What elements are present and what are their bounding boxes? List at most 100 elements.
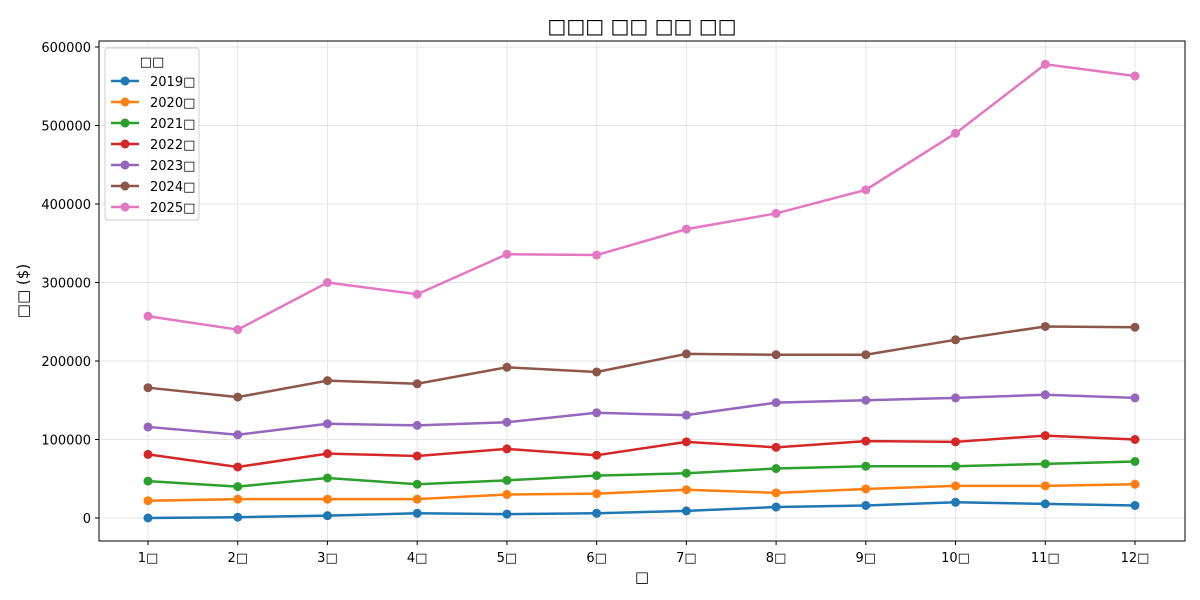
data-point (861, 436, 871, 446)
series-2024□ (143, 321, 1140, 402)
data-point (502, 489, 512, 499)
data-point (1130, 500, 1140, 510)
data-point (771, 350, 781, 360)
x-tick-label: 2□ (227, 551, 248, 566)
data-point (861, 461, 871, 471)
data-point (592, 450, 602, 460)
data-point (143, 513, 153, 523)
data-point (592, 250, 602, 260)
data-point (502, 249, 512, 259)
data-point (951, 497, 961, 507)
data-point (143, 383, 153, 393)
legend-item: 2025□ (111, 201, 195, 216)
data-point (681, 437, 691, 447)
data-point (322, 419, 332, 429)
y-axis-label: □□ ($) (14, 264, 32, 318)
data-point (681, 410, 691, 420)
data-point (681, 506, 691, 516)
data-point (322, 376, 332, 386)
data-point (1040, 481, 1050, 491)
series-2019□ (143, 497, 1140, 523)
x-tick-label: 5□ (497, 551, 518, 566)
series-2021□ (143, 456, 1140, 492)
data-point (771, 398, 781, 408)
legend-item: 2020□ (111, 96, 195, 111)
y-tick-label: 400000 (41, 198, 91, 213)
series-2025□ (143, 59, 1140, 335)
data-point (412, 508, 422, 518)
data-point (592, 408, 602, 418)
data-point (1040, 390, 1050, 400)
x-axis-label: □ (635, 568, 649, 586)
data-point (502, 475, 512, 485)
y-tick-label: 500000 (41, 120, 91, 135)
data-point (233, 325, 243, 335)
data-point (771, 488, 781, 498)
x-tick-label: 4□ (407, 551, 428, 566)
x-axis-ticks: 1□ 2□ 3□ 4□ 5□ 6□ 7□ 8□ 9□ 10□ 11□ 12□ (138, 541, 1149, 566)
data-point (322, 511, 332, 521)
series-2022□ (143, 431, 1140, 472)
data-point (951, 481, 961, 491)
data-point (322, 449, 332, 459)
data-point (1130, 322, 1140, 332)
data-point (322, 494, 332, 504)
series-lines (143, 59, 1140, 523)
data-point (412, 494, 422, 504)
data-point (412, 420, 422, 430)
svg-text:2024□: 2024□ (150, 180, 195, 195)
data-point (861, 395, 871, 405)
data-point (502, 444, 512, 454)
svg-text:2025□: 2025□ (150, 201, 195, 216)
y-axis-ticks: 0 100000 200000 300000 400000 500000 600000 (41, 41, 99, 527)
x-tick-label: 6□ (586, 551, 607, 566)
data-point (861, 350, 871, 360)
data-point (861, 185, 871, 195)
data-point (1130, 456, 1140, 466)
data-point (861, 500, 871, 510)
data-point (1040, 431, 1050, 441)
legend-title: □□ (140, 55, 165, 70)
data-point (771, 502, 781, 512)
series-2020□ (143, 479, 1140, 506)
data-point (861, 484, 871, 494)
x-tick-label: 11□ (1031, 551, 1060, 566)
data-point (592, 489, 602, 499)
svg-text:2022□: 2022□ (150, 138, 195, 153)
data-point (1130, 393, 1140, 403)
data-point (233, 392, 243, 402)
data-point (681, 349, 691, 359)
data-point (143, 422, 153, 432)
data-point (592, 367, 602, 377)
data-point (143, 496, 153, 506)
chart-title: □□□ □□ □□ □□ (547, 14, 736, 38)
data-point (681, 468, 691, 478)
data-point (143, 311, 153, 321)
data-point (1130, 479, 1140, 489)
x-tick-label: 3□ (317, 551, 338, 566)
y-tick-label: 300000 (41, 277, 91, 292)
data-point (1130, 435, 1140, 444)
data-point (233, 430, 243, 440)
y-tick-label: 0 (83, 512, 91, 527)
data-point (233, 482, 243, 492)
y-tick-label: 200000 (41, 355, 91, 370)
data-point (1040, 59, 1050, 69)
data-point (951, 335, 961, 345)
x-tick-label: 10□ (941, 551, 970, 566)
data-point (681, 485, 691, 495)
x-tick-label: 7□ (676, 551, 697, 566)
data-point (592, 471, 602, 481)
data-point (951, 461, 961, 471)
y-tick-label: 100000 (41, 434, 91, 449)
data-point (502, 417, 512, 427)
svg-text:2019□: 2019□ (150, 75, 195, 90)
svg-text:2020□: 2020□ (150, 96, 195, 111)
data-point (771, 464, 781, 474)
data-point (233, 462, 243, 472)
legend: □□ 2019□ 2020□ 2021□ 2022□ 2023□ 2024□ 2025□ (104, 47, 200, 221)
legend-box (104, 47, 200, 221)
x-tick-label: 1□ (138, 551, 159, 566)
data-point (1040, 321, 1050, 331)
